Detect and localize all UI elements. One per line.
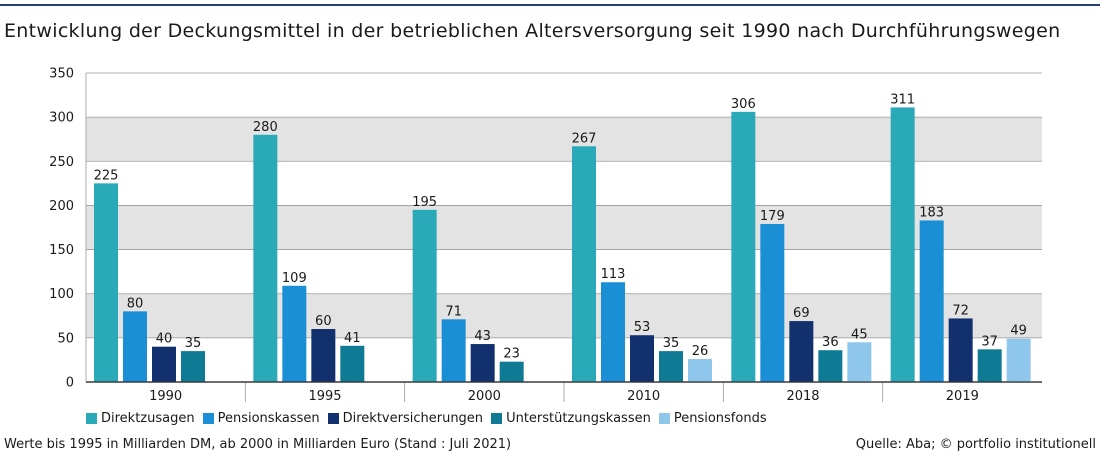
bar-unterstützungskassen bbox=[181, 351, 205, 382]
source-note: Quelle: Aba; © portfolio institutionell bbox=[855, 437, 1096, 452]
legend-label: Direktzusagen bbox=[101, 411, 195, 426]
bar-unterstützungskassen bbox=[659, 351, 683, 382]
y-tick-label: 0 bbox=[66, 376, 74, 391]
legend-item: Pensionskassen bbox=[202, 411, 320, 426]
bar-unterstützungskassen bbox=[340, 345, 365, 382]
legend-label: Unterstützungskassen bbox=[506, 411, 651, 426]
bar-direktzusagen bbox=[890, 107, 915, 382]
data-label: 23 bbox=[503, 347, 520, 362]
bar-direktversicherungen bbox=[152, 346, 176, 382]
data-label: 53 bbox=[634, 320, 651, 335]
bar-pensionskassen bbox=[123, 311, 147, 382]
data-label: 179 bbox=[760, 209, 785, 224]
data-label: 26 bbox=[692, 344, 709, 359]
data-label: 69 bbox=[793, 306, 810, 321]
bar-direktzusagen bbox=[412, 209, 437, 382]
footnote: Werte bis 1995 in Milliarden DM, ab 2000… bbox=[4, 437, 512, 452]
data-label: 37 bbox=[981, 334, 998, 349]
legend-item: Direktzusagen bbox=[86, 411, 195, 426]
legend-swatch bbox=[202, 413, 214, 424]
y-tick-label: 100 bbox=[49, 287, 74, 302]
data-label: 60 bbox=[315, 314, 332, 329]
grid-band bbox=[86, 205, 1042, 250]
legend-swatch bbox=[327, 413, 339, 424]
bar-pensionskassen bbox=[919, 220, 944, 382]
bar-direktversicherungen bbox=[789, 321, 814, 382]
data-label: 113 bbox=[601, 267, 626, 282]
legend-swatch bbox=[658, 413, 670, 424]
bar-direktzusagen bbox=[572, 146, 596, 382]
legend-item: Direktversicherungen bbox=[327, 411, 484, 426]
y-tick-label: 250 bbox=[49, 155, 74, 170]
bar-direktzusagen bbox=[253, 134, 278, 382]
data-label: 49 bbox=[1010, 324, 1027, 339]
bar-direktzusagen bbox=[731, 111, 756, 383]
data-label: 41 bbox=[344, 331, 361, 346]
grid-band bbox=[86, 73, 1042, 118]
data-label: 45 bbox=[851, 327, 868, 342]
y-tick-label: 50 bbox=[57, 331, 74, 346]
legend-item: Unterstützungskassen bbox=[491, 411, 651, 426]
data-label: 43 bbox=[474, 329, 491, 344]
data-label: 109 bbox=[282, 271, 307, 286]
grid-band bbox=[86, 249, 1042, 294]
y-tick-label: 350 bbox=[49, 67, 74, 82]
bar-pensionskassen bbox=[282, 285, 307, 382]
bar-pensionskassen bbox=[601, 282, 625, 382]
data-label: 40 bbox=[156, 332, 173, 347]
bar-unterstützungskassen bbox=[977, 349, 1002, 382]
x-tick-label: 2018 bbox=[786, 389, 819, 404]
y-tick-label: 150 bbox=[49, 243, 74, 258]
data-label: 267 bbox=[572, 131, 597, 146]
bar-pensionskassen bbox=[441, 319, 466, 382]
legend-item: Pensionsfonds bbox=[658, 411, 767, 426]
bar-direktzusagen bbox=[94, 183, 118, 382]
legend-swatch bbox=[491, 413, 503, 424]
legend-swatch bbox=[86, 413, 97, 424]
legend-label: Pensionskassen bbox=[217, 411, 320, 426]
data-label: 195 bbox=[412, 195, 437, 210]
data-label: 71 bbox=[445, 304, 462, 319]
legend-label: Pensionsfonds bbox=[673, 411, 767, 426]
data-label: 72 bbox=[952, 303, 969, 318]
bar-pensionskassen bbox=[760, 223, 785, 382]
bar-unterstützungskassen bbox=[818, 350, 843, 382]
bar-pensionsfonds bbox=[688, 359, 712, 382]
y-tick-label: 300 bbox=[49, 111, 74, 126]
top-rule bbox=[0, 4, 1100, 6]
data-label: 311 bbox=[890, 92, 915, 107]
grid-band bbox=[86, 161, 1042, 206]
data-label: 35 bbox=[185, 336, 202, 351]
data-label: 80 bbox=[127, 296, 144, 311]
bar-pensionsfonds bbox=[1006, 338, 1031, 382]
legend: Direktzusagen Pensionskassen Direktversich… bbox=[86, 411, 775, 426]
data-label: 183 bbox=[919, 205, 944, 220]
grid-band bbox=[86, 337, 1042, 382]
data-label: 306 bbox=[731, 97, 756, 112]
x-tick-label: 2000 bbox=[468, 389, 501, 404]
data-label: 36 bbox=[822, 335, 839, 350]
x-tick-label: 2019 bbox=[946, 389, 979, 404]
bar-direktversicherungen bbox=[630, 335, 654, 382]
x-tick-label: 1995 bbox=[308, 389, 341, 404]
grid-band bbox=[86, 117, 1042, 162]
chart-title: Entwicklung der Deckungsmittel in der be… bbox=[4, 20, 1061, 42]
x-tick-label: 1990 bbox=[149, 389, 182, 404]
data-label: 225 bbox=[94, 168, 119, 183]
x-tick-label: 2010 bbox=[627, 389, 660, 404]
bar-direktversicherungen bbox=[470, 344, 495, 382]
data-label: 35 bbox=[663, 336, 680, 351]
grid-band bbox=[86, 293, 1042, 338]
bar-direktversicherungen bbox=[311, 329, 336, 382]
bar-pensionsfonds bbox=[847, 342, 872, 382]
data-label: 280 bbox=[253, 120, 278, 135]
bar-direktversicherungen bbox=[948, 318, 973, 382]
bar-unterstützungskassen bbox=[499, 361, 524, 382]
y-tick-label: 200 bbox=[49, 199, 74, 214]
legend-label: Direktversicherungen bbox=[342, 411, 484, 426]
